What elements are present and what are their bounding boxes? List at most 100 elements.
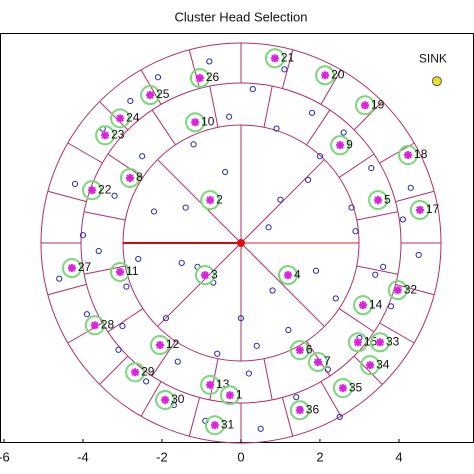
cluster-head: [283, 271, 292, 280]
cluster-head: [116, 267, 125, 276]
cluster-label: 30: [171, 392, 185, 406]
cluster-head: [359, 301, 368, 310]
cluster-head: [404, 151, 413, 160]
cluster-head: [146, 91, 155, 100]
sector-line: [353, 355, 383, 385]
sector-line: [47, 283, 87, 296]
cluster-range: [95, 125, 116, 146]
cluster-label: 27: [78, 260, 92, 274]
cluster-label: 34: [376, 357, 390, 371]
node: [83, 311, 91, 318]
node: [277, 196, 284, 203]
node: [226, 113, 233, 120]
cluster-label: 28: [101, 317, 115, 331]
cluster-head: [210, 421, 219, 430]
cluster-range: [189, 68, 210, 89]
x-tick-label: 4: [395, 449, 402, 464]
sector-line: [83, 211, 126, 221]
cluster-head: [155, 341, 164, 350]
node: [415, 251, 422, 259]
cluster-range: [200, 190, 221, 211]
cluster-label: 23: [111, 127, 125, 141]
node: [71, 180, 79, 187]
node: [281, 66, 288, 73]
cluster-head: [338, 384, 347, 393]
sector-line: [338, 153, 375, 178]
node: [253, 342, 260, 349]
node: [222, 168, 229, 176]
cluster-range: [110, 108, 131, 129]
node: [150, 208, 158, 215]
node: [245, 370, 252, 377]
cluster-head: [353, 338, 362, 347]
cluster-label: 7: [324, 354, 331, 368]
cluster-range: [353, 295, 374, 316]
node: [119, 322, 126, 330]
cluster-head: [125, 173, 134, 182]
cluster-head: [131, 368, 140, 377]
cluster-head: [366, 361, 375, 370]
node: [380, 263, 387, 270]
cluster-range: [204, 415, 225, 436]
sector-line: [281, 397, 294, 437]
node: [139, 153, 146, 160]
chart-title: Cluster Head Selection: [175, 9, 308, 24]
sink-label: SINK: [419, 51, 447, 65]
node: [265, 224, 272, 231]
cluster-head: [116, 114, 125, 123]
cluster-head: [225, 391, 234, 400]
cluster-range: [289, 400, 310, 421]
cluster-range: [289, 340, 310, 361]
node: [340, 129, 347, 136]
cluster-head: [206, 196, 215, 205]
cluster-range: [195, 265, 216, 286]
sector-line: [320, 381, 342, 417]
sector-line: [83, 265, 126, 275]
cluster-range: [307, 352, 328, 373]
sector-line: [157, 159, 242, 244]
cluster-range: [84, 315, 105, 336]
cluster-label: 35: [349, 380, 363, 394]
cluster-head: [375, 338, 384, 347]
sector-line: [99, 101, 129, 131]
cluster-range: [409, 199, 430, 220]
node: [387, 303, 395, 310]
node: [293, 394, 300, 401]
cluster-range: [369, 332, 390, 353]
sector-line: [188, 397, 201, 437]
sector-line: [151, 109, 176, 146]
node: [135, 255, 142, 263]
sector-line: [356, 265, 399, 275]
sector-line: [67, 142, 103, 164]
cluster-label: 9: [346, 137, 353, 151]
cluster-label: 17: [426, 202, 440, 216]
cluster-label: 14: [369, 297, 383, 311]
node: [249, 85, 256, 93]
sector-line: [379, 322, 415, 344]
cluster-range: [330, 135, 351, 156]
x-tick-label: -6: [0, 449, 10, 464]
sector-line: [263, 358, 273, 401]
cluster-label: 12: [166, 337, 180, 351]
node: [336, 413, 343, 421]
node: [305, 176, 312, 184]
sector-line: [209, 85, 219, 128]
cluster-head: [295, 346, 304, 355]
cluster-head: [191, 118, 200, 127]
cluster-range: [347, 332, 368, 353]
cluster-head: [161, 395, 170, 404]
cluster-label: 5: [384, 192, 391, 206]
cluster-range: [149, 335, 170, 356]
cluster-label: 6: [306, 342, 313, 356]
node: [399, 216, 406, 223]
cluster-label: 3: [211, 267, 218, 281]
cluster-label: 31: [221, 417, 235, 431]
cluster-range: [110, 261, 131, 282]
sector-line: [151, 340, 176, 377]
cluster-range: [219, 385, 240, 406]
x-tick-label: -2: [156, 449, 168, 464]
cluster-range: [368, 190, 389, 211]
cluster-range: [387, 280, 408, 301]
x-tick-label: 2: [316, 449, 323, 464]
sector-line: [99, 355, 129, 385]
